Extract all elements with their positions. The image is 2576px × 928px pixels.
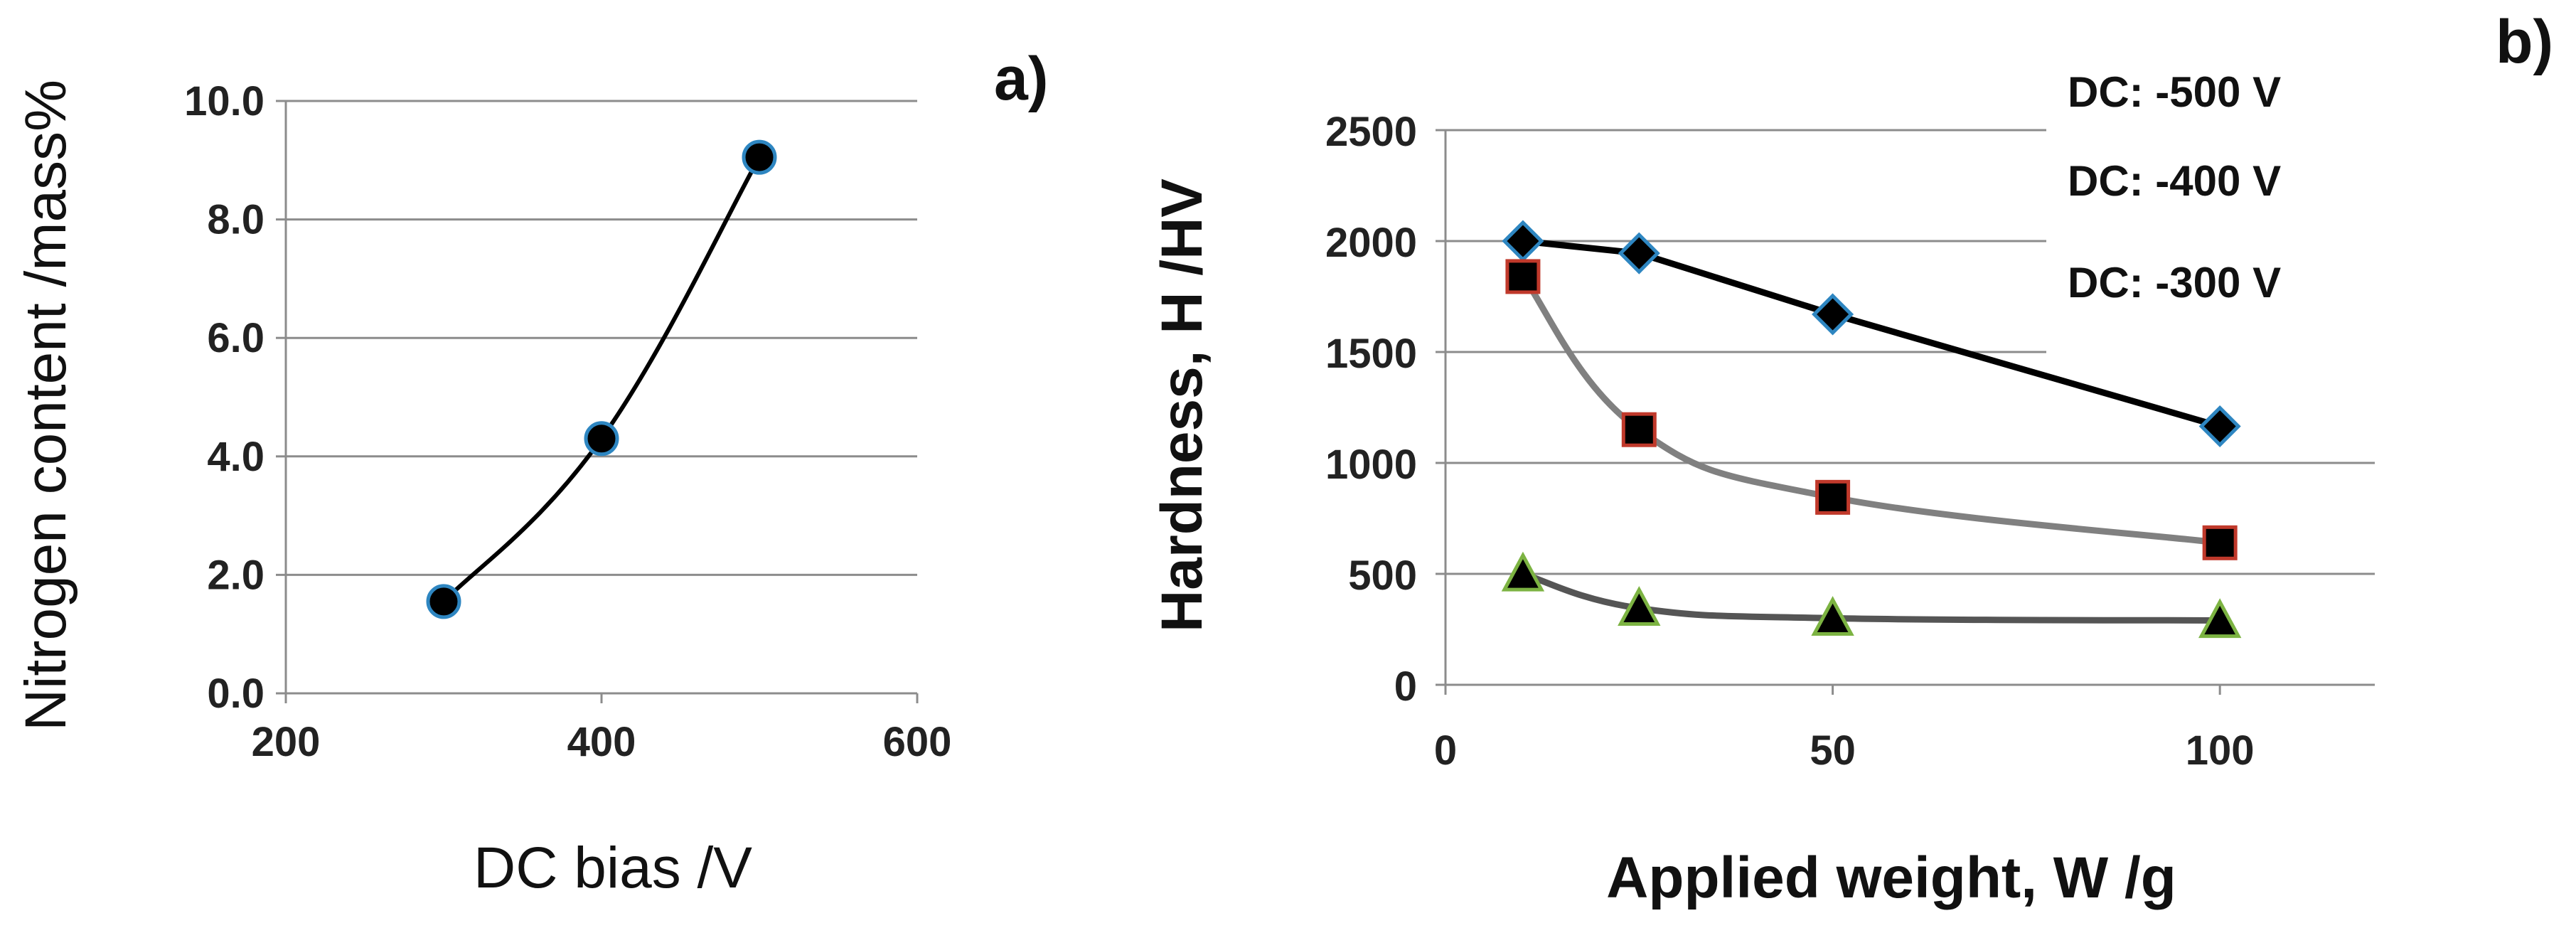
legend-label-dc-500: DC: -500 V	[2068, 68, 2281, 116]
chart-b-series	[1501, 220, 2242, 639]
chart-a-data-point	[584, 421, 619, 457]
chart-a-x-tick-label: 600	[883, 719, 952, 765]
chart-b-y-tick-label: 1000	[1325, 442, 1417, 488]
chart-b-data-point-series-3	[1501, 551, 1545, 592]
chart-a-gridlines	[286, 100, 917, 576]
chart-a-axes	[276, 100, 919, 703]
chart-a-data-point	[742, 139, 777, 175]
chart-b-data-point-series-1	[1618, 232, 1660, 274]
chart-b-y-tick-label: 2000	[1325, 220, 1417, 266]
chart-b-data-point-series-2	[1815, 479, 1851, 515]
chart-a-series-line	[442, 156, 761, 603]
chart-b-x-tick-label: 50	[1810, 727, 1856, 774]
chart-b-series-line-1	[1522, 238, 2221, 430]
chart-a: 0.0 2.0 4.0 6.0 8.0 10.0 200 400 600 DC bias /V…	[14, 45, 1048, 900]
chart-a-y-tick-label: 2.0	[207, 552, 264, 598]
chart-b-data-point-series-2	[2202, 525, 2238, 560]
chart-b-data-point-series-3	[1811, 596, 1854, 636]
chart-b-series-line-2	[1520, 274, 2220, 546]
chart-b-y-tick-label: 2500	[1325, 109, 1417, 155]
chart-a-x-axis-title: DC bias /V	[474, 836, 752, 900]
chart-b-series-line-3	[1522, 570, 2220, 624]
legend-label-dc-300: DC: -300 V	[2068, 259, 2281, 306]
chart-a-series	[426, 139, 777, 619]
chart-b-y-axis-title: Hardness, H /HV	[1150, 178, 1214, 632]
chart-b-y-tick-label: 1500	[1325, 331, 1417, 377]
chart-b-x-axis-title: Applied weight, W /g	[1606, 846, 2176, 910]
chart-b-x-tick-label: 0	[1434, 727, 1457, 774]
chart-b-legend: DC: -500 V DC: -400 V DC: -300 V	[2068, 68, 2281, 306]
chart-b-x-tick-label: 100	[2186, 727, 2255, 774]
chart-a-data-point	[426, 584, 461, 619]
chart-b-y-tick-label: 500	[1348, 553, 1417, 599]
chart-a-y-tick-label: 10.0	[184, 78, 264, 124]
chart-a-y-tick-label: 0.0	[207, 671, 264, 717]
chart-b-data-point-series-3	[1618, 586, 1661, 626]
chart-a-y-tick-label: 6.0	[207, 315, 264, 361]
chart-b-gridlines	[1445, 129, 2375, 575]
chart-b-data-point-series-3	[2198, 598, 2242, 639]
chart-b-y-tick-labels: 0 500 1000 1500 2000 2500	[1325, 109, 1417, 710]
chart-b-axes	[1436, 129, 2375, 695]
chart-b-x-tick-labels: 0 50 100	[1434, 727, 2255, 774]
chart-b-data-point-series-2	[1621, 412, 1657, 447]
chart-a-y-tick-label: 4.0	[207, 434, 264, 480]
legend-label-dc-400: DC: -400 V	[2068, 157, 2281, 205]
chart-a-x-tick-labels: 200 400 600	[252, 719, 952, 765]
chart-b-data-point-series-2	[1505, 259, 1541, 294]
chart-b-data-point-series-1	[1502, 220, 1544, 262]
chart-b-y-tick-label: 0	[1394, 663, 1417, 710]
chart-b-data-point-series-1	[1812, 293, 1854, 336]
chart-a-x-tick-label: 200	[252, 719, 321, 765]
chart-a-y-tick-labels: 0.0 2.0 4.0 6.0 8.0 10.0	[184, 78, 264, 717]
chart-b: 0 500 1000 1500 2000 2500 0 50 100 DC: -500 V D…	[1150, 8, 2553, 910]
chart-a-y-axis-title: Nitrogen content /mass%	[14, 80, 78, 731]
chart-a-x-tick-label: 400	[567, 719, 636, 765]
chart-b-panel-label: b)	[2496, 8, 2553, 76]
chart-a-y-tick-label: 8.0	[207, 197, 264, 243]
chart-a-panel-label: a)	[994, 45, 1048, 113]
chart-b-data-point-series-1	[2198, 405, 2241, 448]
